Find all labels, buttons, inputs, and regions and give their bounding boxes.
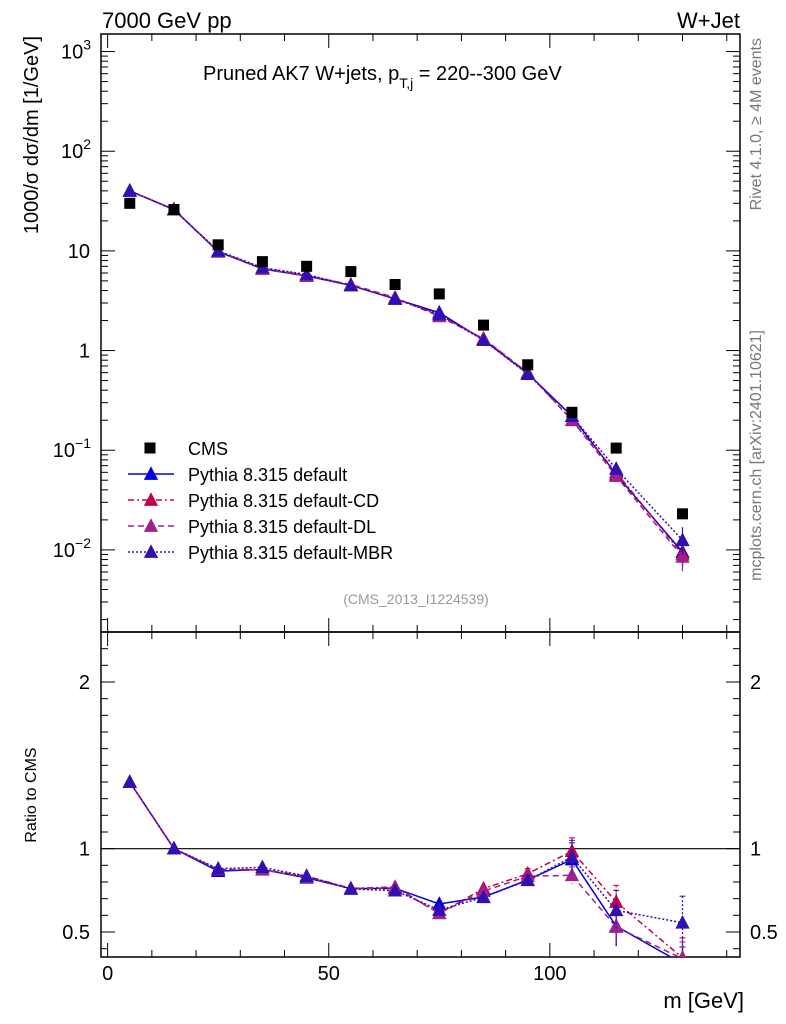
analysis-id: (CMS_2013_I1224539) [343,591,489,607]
ratio-axis-ticks [101,632,740,957]
main-series-marker [476,332,491,347]
ratio-series-marker [432,902,447,916]
cms-data-marker [677,508,689,520]
ratio-frame [100,631,741,958]
cms-data-marker [478,319,490,331]
title-rest: = 220--300 GeV [413,63,562,85]
ratio-y-axis-label: Ratio to CMS [23,747,40,842]
legend-marker [143,518,159,532]
cms-data-points [124,197,689,520]
ratio-series-marker [564,849,580,863]
main-series-marker [520,366,535,380]
main-series-line [129,190,684,541]
main-y-tick-label: 10−2 [53,535,91,562]
legend-cms-marker [144,442,156,454]
main-series-marker [609,461,624,475]
x-tick-label: 0 [102,963,113,985]
cms-data-marker [256,256,268,268]
ratio-series-marker [476,889,491,904]
main-series-marker [122,183,137,197]
cms-data-marker [124,197,136,209]
legend-marker [143,466,159,480]
main-series-marker [387,291,403,305]
ratio-series-marker [255,859,270,874]
ratio-series-marker [609,894,624,908]
main-y-tick-label: 1 [79,341,90,363]
cms-data-marker [566,406,578,418]
ratio-series-marker [564,867,580,882]
ratio-series-marker [679,950,686,957]
legend: CMS Pythia 8.315 default Pythia 8.315 defa… [128,439,393,563]
ratio-panel: 0.5 0.5 1 1 2 2 0 50 100 Ratio to CMS m [GeV] [23,631,778,1013]
ratio-y-tick-label-right: 2 [750,672,761,694]
ratio-y-tick-labels: 0.5 0.5 1 1 2 2 [62,672,778,944]
ratio-y-tick-label-left: 1 [79,839,90,861]
ratio-series-marker [609,919,624,933]
ratio-series-line [129,781,681,957]
title-main: Pruned AK7 W+jets, p [203,63,399,85]
ratio-series-marker [387,882,403,897]
x-axis-label: m [GeV] [663,988,744,1013]
x-tick-labels: 0 50 100 [102,963,566,985]
main-axis-ticks [101,34,740,632]
cms-data-marker [345,266,357,278]
ratio-y-tick-label-right: 1 [750,839,761,861]
x-tick-label: 100 [533,963,566,985]
ratio-y-tick-label-left: 0.5 [62,922,90,944]
ratio-series-marker [343,881,359,895]
main-y-tick-label: 10−1 [53,435,91,462]
ratio-series-marker [211,860,226,875]
legend-marker [143,492,159,506]
cms-data-marker [433,288,445,300]
cms-data-marker [610,442,622,454]
ratio-series-marker [122,774,137,788]
ratio-series-line [129,781,683,957]
ratio-y-tick-label-right: 0.5 [750,922,778,944]
cms-data-marker [168,204,180,216]
main-series-marker [343,277,359,292]
x-tick-label: 50 [318,963,340,985]
ratio-series-marker [520,872,535,887]
ratio-series-marker [609,902,624,917]
cms-data-marker [522,359,534,371]
cms-data-marker [389,278,401,290]
main-y-tick-label: 103 [61,37,91,64]
header-right: W+Jet [677,8,740,33]
legend-label: Pythia 8.315 default [188,465,347,485]
ratio-series [122,774,690,957]
mcplots-label: mcplots.cern.ch [arXiv:2401.10621] [748,330,765,581]
main-y-axis-label: 1000/σ dσ/dm [1/GeV] [21,36,43,234]
ratio-series-marker [681,955,684,957]
main-y-tick-label: 10 [68,241,90,263]
title-sub: T,j [399,75,413,91]
legend-cms-label: CMS [188,439,228,459]
main-series-marker [609,468,624,482]
ratio-y-tick-label-left: 2 [79,672,90,694]
ratio-series-marker [166,840,182,855]
cms-data-marker [301,260,313,272]
cms-data-marker [212,239,224,251]
main-y-tick-label: 102 [61,136,91,163]
legend-marker [143,544,159,558]
rivet-label: Rivet 4.1.0, ≥ 4M events [748,38,765,210]
legend-label: Pythia 8.315 default-DL [188,517,376,537]
main-series-marker [432,306,447,321]
legend-label: Pythia 8.315 default-CD [188,491,379,511]
main-series [122,183,690,572]
plot-title: Pruned AK7 W+jets, pT,j = 220--300 GeV [203,63,562,91]
header-left: 7000 GeV pp [102,8,232,33]
ratio-series-marker [299,868,314,883]
legend-label: Pythia 8.315 default-MBR [188,543,393,563]
main-series-marker [299,266,314,281]
ratio-series-marker [675,915,690,929]
